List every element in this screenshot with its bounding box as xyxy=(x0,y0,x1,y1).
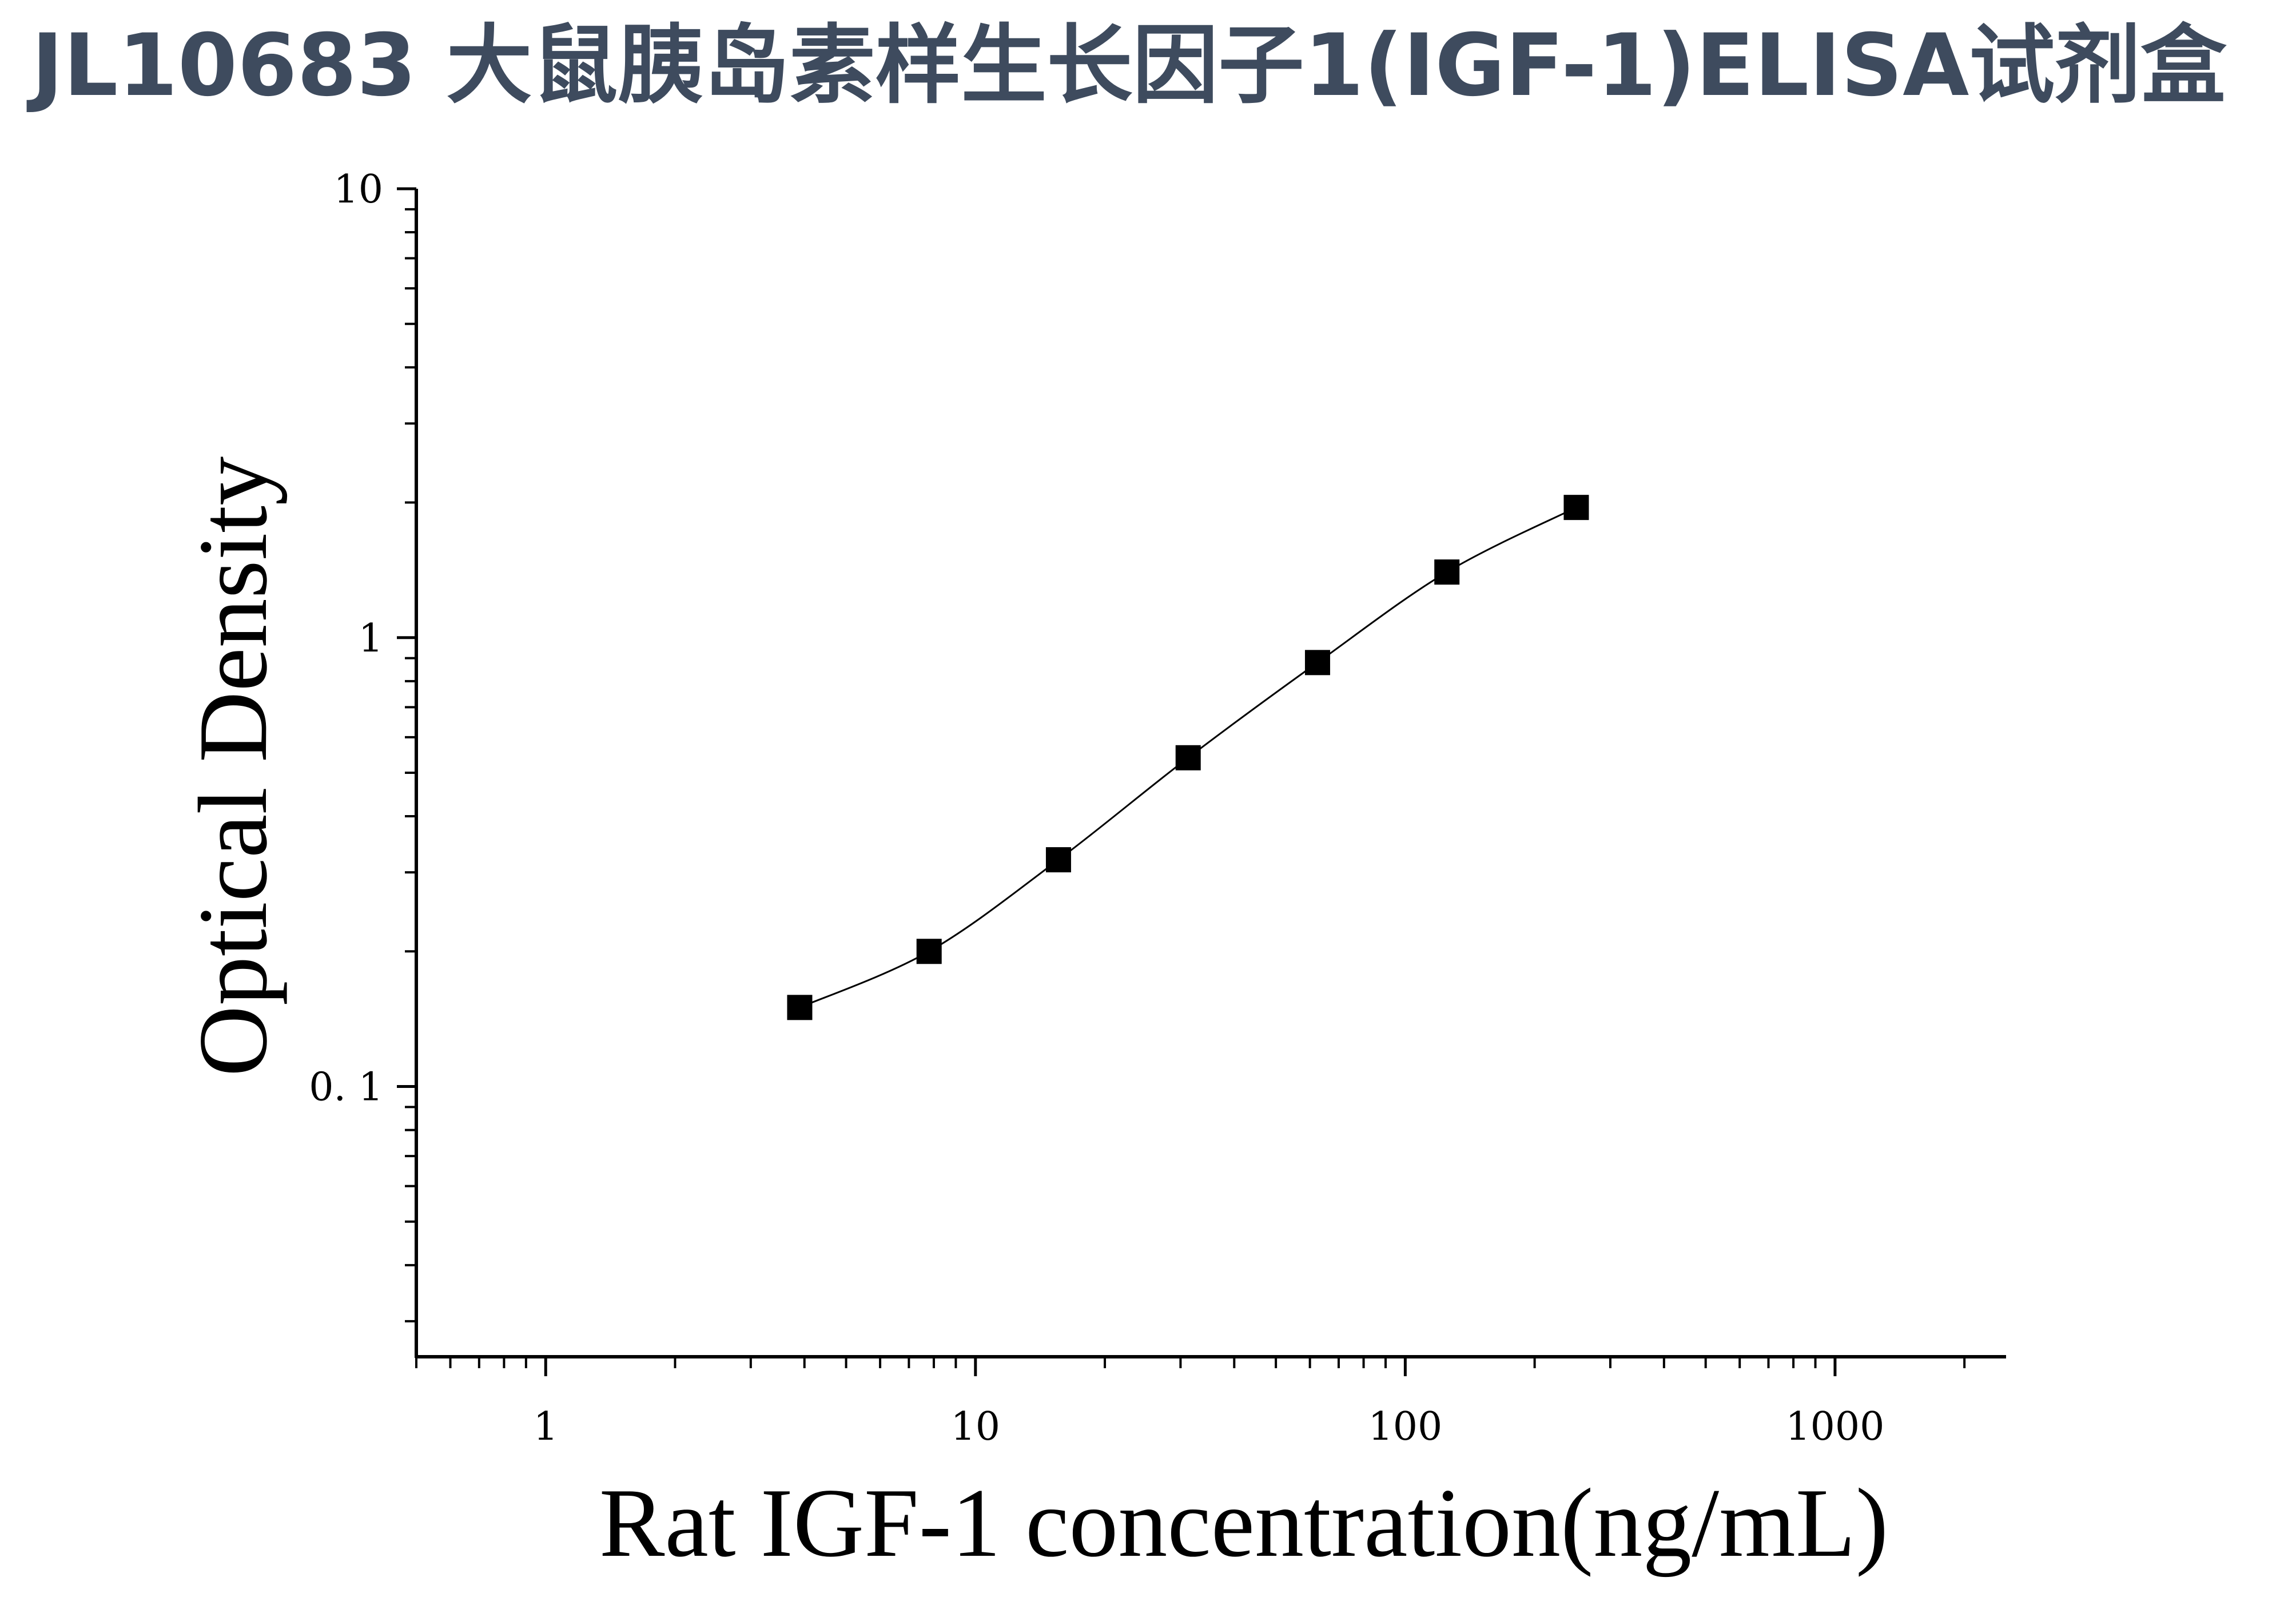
data-point xyxy=(1175,745,1201,770)
x-tick-label: 100 xyxy=(1368,1404,1442,1449)
data-points xyxy=(787,495,1589,1020)
x-axis-title: Rat IGF-1 concentration(ng/mL) xyxy=(599,1469,1888,1578)
data-point xyxy=(1563,495,1589,521)
y-tick-label: 1 xyxy=(359,616,383,661)
axes xyxy=(415,189,2006,1358)
data-point xyxy=(1434,559,1460,585)
data-point xyxy=(1045,847,1071,873)
tick-labels: 1 10 100 1000 0. 1 1 10 xyxy=(309,167,1884,1449)
ticks xyxy=(397,187,1966,1376)
x-tick-label: 10 xyxy=(951,1404,1001,1449)
y-tick-label: 10 xyxy=(333,167,383,212)
data-point xyxy=(787,995,813,1020)
x-tick-label: 1 xyxy=(534,1404,558,1449)
data-point xyxy=(1304,650,1330,676)
y-tick-label: 0. 1 xyxy=(309,1065,383,1110)
page-title: JL10683 大鼠胰岛素样生长因子1(IGF-1)ELISA试剂盒 xyxy=(31,16,2227,116)
x-tick-label: 1000 xyxy=(1785,1404,1884,1449)
y-axis-title: Optical Density xyxy=(179,456,288,1076)
data-point xyxy=(916,939,942,964)
